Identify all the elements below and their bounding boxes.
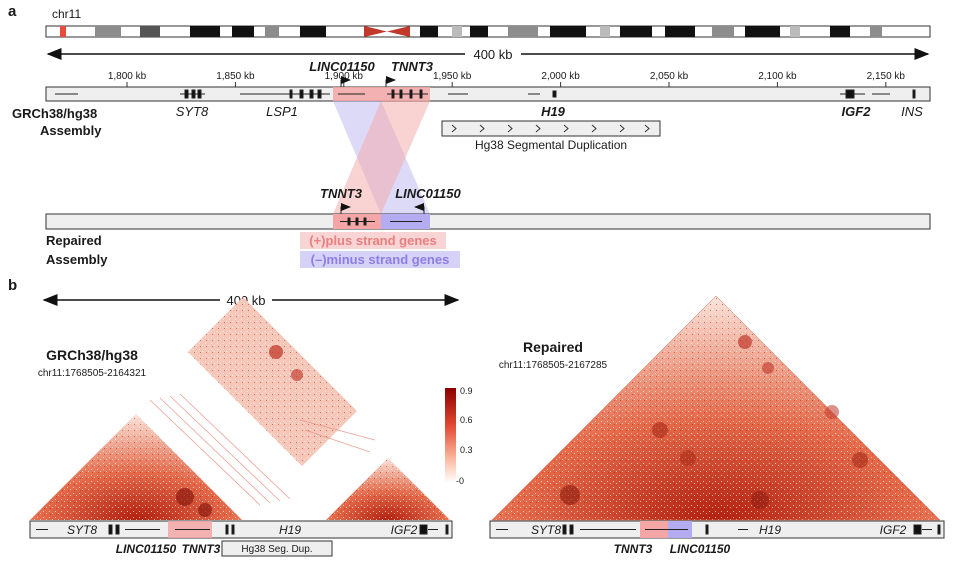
left-gene-h19: H19: [279, 523, 301, 537]
left-segdup-box: [221, 540, 333, 557]
right-gene-tnnt3: TNNT3: [614, 542, 653, 556]
colorbar: [445, 388, 456, 483]
repaired-map-gene-track: [489, 520, 945, 539]
gene-igf2: IGF2: [842, 104, 872, 119]
repaired-track: [45, 213, 931, 230]
colorbar-tick-03: 0.3: [460, 445, 473, 455]
tnnt3-highlight: [333, 87, 430, 101]
colorbar-tick-06: 0.6: [460, 415, 473, 425]
gene-syt8: SYT8: [176, 104, 209, 119]
span-label: 400 kb: [473, 47, 512, 62]
colorbar-tick-09: 0.9: [460, 386, 473, 396]
right-gene-igf2: IGF2: [880, 523, 907, 537]
kb-tick-label: 1,850 kb: [216, 71, 255, 82]
panel-a-label: a: [8, 3, 17, 20]
kb-tick-label: 2,050 kb: [650, 71, 689, 82]
chromosome-ideogram: [45, 25, 931, 38]
kb-tick-label: 2,100 kb: [758, 71, 797, 82]
kb-tick-label: 2,000 kb: [541, 71, 580, 82]
segdup-label: Hg38 Segmental Duplication: [475, 138, 627, 152]
legend-plus-strand: (+)plus strand genes: [309, 233, 437, 248]
colorbar-tick-0: -0: [456, 476, 464, 486]
legend-minus-strand: (–)minus strand genes: [311, 252, 450, 267]
left-gene-syt8: SYT8: [67, 523, 97, 537]
hg38-label-line1: GRCh38/hg38: [12, 106, 97, 121]
gene-linc01150: LINC01150: [309, 59, 375, 74]
left-gene-linc01150: LINC01150: [116, 542, 177, 556]
repaired-map-title: Repaired: [523, 339, 583, 355]
gene-h19: H19: [541, 104, 566, 119]
kb-tick-label: 1,800 kb: [108, 71, 147, 82]
kb-ticks: 1,800 kb 1,850 kb 1,900 kb 1,950 kb 2,000 kb…: [108, 71, 906, 87]
hg38-contact-map: [30, 297, 450, 520]
repaired-gene-tnnt3: TNNT3: [320, 186, 363, 201]
repaired-map-coords: chr11:1768505-2167285: [499, 360, 608, 371]
left-gene-tnnt3: TNNT3: [182, 542, 221, 556]
hg38-map-gene-track: [29, 520, 453, 539]
repaired-label-line2: Assembly: [46, 252, 108, 267]
hg38-map-title: GRCh38/hg38: [46, 347, 138, 363]
gene-tnnt3: TNNT3: [391, 59, 434, 74]
hg38-map-coords: chr11:1768505-2164321: [38, 368, 147, 379]
hg38-label-line2: Assembly: [40, 123, 102, 138]
segdup-box: [441, 120, 661, 137]
hg38-track: [45, 86, 931, 102]
right-gene-syt8: SYT8: [531, 523, 561, 537]
kb-tick-label: 2,150 kb: [867, 71, 906, 82]
left-segdup-label: Hg38 Seg. Dup.: [241, 544, 312, 555]
right-gene-h19: H19: [759, 523, 781, 537]
chromosome-label: chr11: [52, 7, 81, 21]
hg38-gene-glyphs: [55, 89, 916, 99]
gene-lsp1: LSP1: [266, 104, 298, 119]
repaired-contact-map: [491, 295, 941, 521]
plus-mapping-band: [333, 101, 430, 214]
kb-tick-label: 1,950 kb: [433, 71, 472, 82]
gene-ins: INS: [901, 104, 923, 119]
left-gene-igf2: IGF2: [391, 523, 418, 537]
repaired-label-line1: Repaired: [46, 233, 102, 248]
repaired-gene-linc01150: LINC01150: [395, 186, 461, 201]
panel-b-label: b: [8, 277, 17, 294]
right-gene-linc01150: LINC01150: [670, 542, 731, 556]
segdup-chevrons: [451, 124, 650, 133]
